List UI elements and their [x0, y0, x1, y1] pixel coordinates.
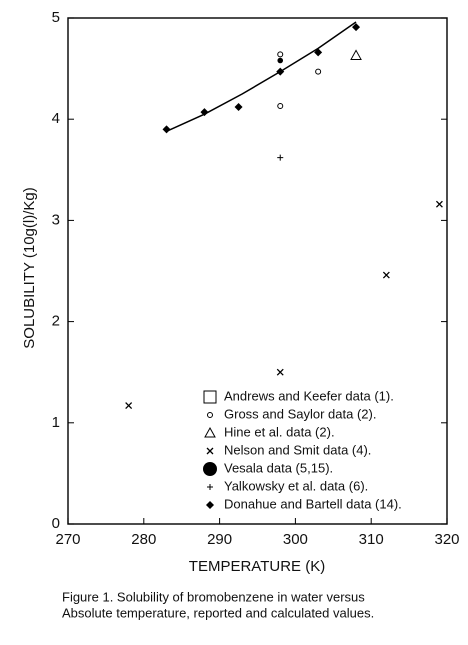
y-tick-label: 3: [52, 211, 60, 228]
legend-label: Vesala data (5,15).: [224, 460, 333, 475]
legend-marker: [203, 462, 217, 476]
legend-marker: [203, 390, 217, 404]
legend-box: [195, 385, 443, 519]
data-point: [234, 103, 243, 112]
data-point: [277, 103, 284, 110]
data-point: [315, 68, 322, 75]
legend-label: Andrews and Keefer data (1).: [224, 388, 394, 403]
data-point: [125, 402, 133, 410]
data-point: [382, 271, 390, 279]
legend-label: Yalkowsky et al. data (6).: [224, 478, 368, 493]
data-point: [277, 154, 284, 161]
data-point: [277, 51, 284, 58]
plot-frame: [67, 17, 448, 525]
data-point: [435, 200, 443, 208]
legend-label: Donahue and Bartell data (14).: [224, 496, 402, 511]
legend-label: Nelson and Smit data (4).: [224, 442, 371, 457]
x-tick-label: 270: [55, 531, 80, 548]
legend-label: Hine et al. data (2).: [224, 424, 335, 439]
y-tick-label: 2: [52, 313, 60, 330]
x-tick-label: 320: [434, 531, 459, 548]
x-tick-label: 310: [359, 531, 384, 548]
x-tick-label: 280: [131, 531, 156, 548]
legend-label: Gross and Saylor data (2).: [224, 406, 376, 421]
data-point: [350, 49, 362, 60]
data-point: [276, 368, 284, 376]
data-point: [162, 125, 171, 134]
legend-marker: [206, 501, 214, 509]
data-point: [277, 57, 284, 64]
fit-curve: [166, 21, 357, 133]
legend-marker: [204, 426, 216, 438]
y-axis-label: SOLUBILITY (10g(l)/Kg): [21, 187, 38, 348]
caption-line: Absolute temperature, reported and calcu…: [62, 605, 374, 620]
caption-line: Figure 1. Solubility of bromobenzene in …: [62, 589, 365, 604]
x-tick-label: 290: [207, 531, 232, 548]
legend-marker: [206, 447, 214, 455]
legend-marker: [207, 412, 213, 418]
data-point: [314, 48, 323, 57]
data-point: [276, 67, 285, 76]
legend-marker: [207, 484, 213, 490]
y-tick-label: 5: [52, 9, 60, 26]
data-point: [200, 108, 209, 117]
y-tick-label: 0: [52, 515, 60, 532]
y-tick-label: 1: [52, 414, 60, 431]
x-tick-label: 300: [283, 531, 308, 548]
y-tick-label: 4: [52, 110, 60, 127]
x-axis-label: TEMPERATURE (K): [189, 558, 325, 575]
data-point: [352, 23, 361, 32]
